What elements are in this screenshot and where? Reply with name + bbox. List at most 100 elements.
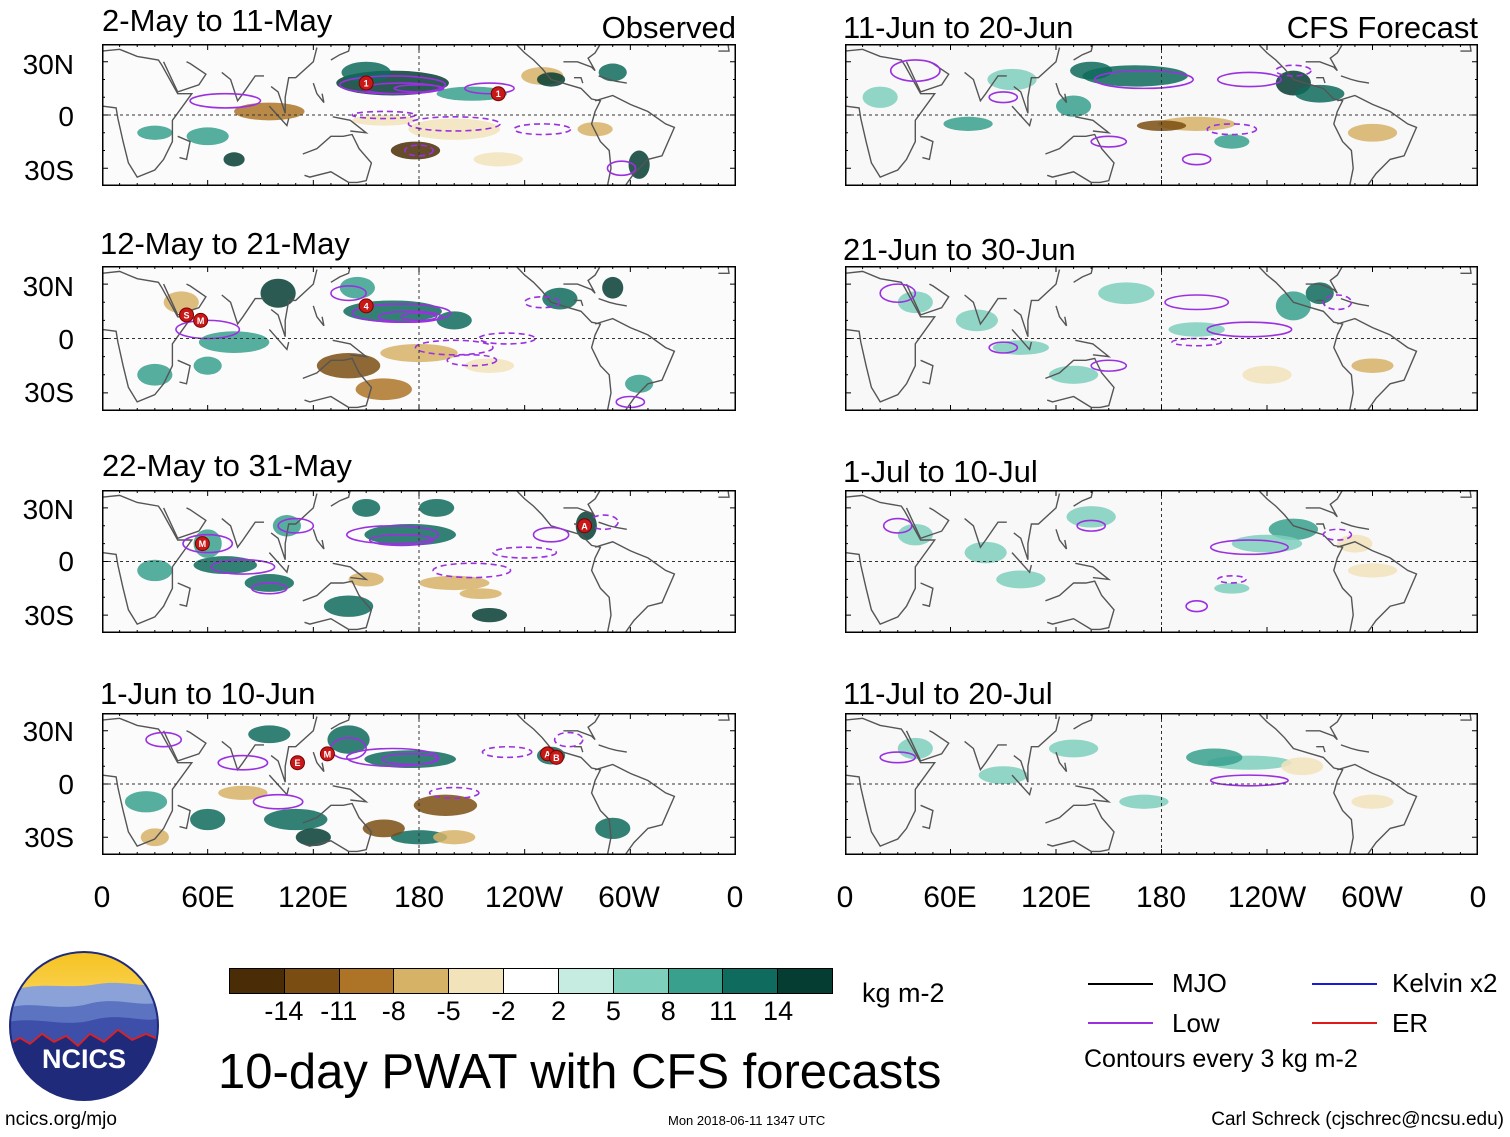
low-contour-negative bbox=[513, 123, 572, 136]
colorbar-units: kg m-2 bbox=[862, 978, 945, 1008]
lon-label-120e: 120E bbox=[277, 881, 349, 914]
coastline bbox=[1011, 774, 1033, 797]
pwat-anomaly-shading bbox=[1337, 534, 1373, 553]
tropical-cyclone-marker: M bbox=[193, 312, 209, 328]
coastline bbox=[332, 116, 369, 134]
pwat-anomaly-shading bbox=[459, 588, 502, 600]
coastline bbox=[594, 317, 676, 411]
coastline bbox=[718, 44, 730, 52]
coastline bbox=[1460, 44, 1472, 52]
coastline bbox=[574, 746, 584, 753]
low-contour-positive bbox=[277, 517, 315, 534]
lat-label-30n: 30N bbox=[22, 494, 74, 525]
colorbar-cell bbox=[504, 969, 559, 993]
low-contour-positive bbox=[377, 310, 443, 323]
pwat-anomaly-shading bbox=[198, 331, 270, 353]
pwat-anomaly-shading bbox=[137, 363, 173, 386]
coastline bbox=[1316, 523, 1326, 530]
lat-label-30s: 30S bbox=[24, 377, 74, 408]
pwat-anomaly-shading bbox=[1214, 582, 1250, 594]
low-contour-negative bbox=[481, 745, 533, 759]
site-url: ncics.org/mjo bbox=[5, 1109, 117, 1130]
coastline bbox=[1337, 763, 1418, 855]
coastline bbox=[162, 61, 207, 93]
tropical-cyclone-marker: A bbox=[577, 518, 593, 534]
pwat-map-forecast-3 bbox=[845, 490, 1478, 633]
map-layers bbox=[845, 713, 1478, 855]
coastline bbox=[270, 716, 318, 783]
coastline bbox=[905, 730, 950, 762]
pwat-anomaly-shading bbox=[1048, 739, 1099, 758]
coastline bbox=[598, 521, 627, 530]
pwat-anomaly-shading bbox=[1305, 282, 1334, 305]
lat-label-30s: 30S bbox=[24, 155, 74, 186]
pwat-map-forecast-1 bbox=[845, 44, 1478, 186]
low-contour-positive bbox=[345, 747, 440, 768]
coastline bbox=[920, 359, 934, 385]
pwat-anomaly-shading bbox=[1268, 518, 1318, 541]
pwat-anomaly-shading bbox=[598, 63, 627, 82]
low-contour-positive bbox=[381, 753, 440, 766]
lon-label-120e: 120E bbox=[1020, 881, 1092, 914]
pwat-anomaly-shading bbox=[1242, 365, 1292, 384]
pwat-map-observed-2: SM 4 bbox=[102, 266, 736, 411]
coastline bbox=[1013, 47, 1061, 114]
coastline bbox=[102, 48, 194, 178]
coastline bbox=[1460, 266, 1472, 274]
pwat-anomaly-shading bbox=[1070, 61, 1113, 80]
lat-label-30n: 30N bbox=[22, 271, 74, 302]
pwat-anomaly-shading bbox=[124, 791, 168, 813]
pwat-anomaly-shading bbox=[260, 278, 296, 308]
panel-title-8: 11-Jul to 20-Jul bbox=[843, 676, 1053, 711]
coastline bbox=[330, 44, 351, 61]
low-contour-positive bbox=[1181, 153, 1212, 166]
coastline bbox=[1073, 44, 1094, 61]
lon-label-0-end: 0 bbox=[726, 881, 744, 914]
pwat-anomaly-shading bbox=[1214, 134, 1250, 149]
low-contour-negative bbox=[1216, 575, 1247, 584]
coastline bbox=[598, 75, 627, 84]
figure-title: 10-day PWAT with CFS forecasts bbox=[218, 1045, 942, 1099]
low-contour-positive bbox=[1216, 71, 1282, 88]
tropical-cyclone-marker: 1 bbox=[358, 75, 374, 91]
coastline bbox=[563, 44, 602, 72]
low-contour-positive bbox=[145, 731, 183, 748]
coastline bbox=[1460, 490, 1472, 498]
colorbar-tick-label: 11 bbox=[709, 996, 738, 1026]
colorbar-cell bbox=[723, 969, 779, 993]
low-contour-negative bbox=[553, 731, 584, 748]
low-contour-positive bbox=[1076, 519, 1107, 532]
colorbar-cell bbox=[668, 969, 724, 993]
coastline bbox=[563, 266, 602, 294]
coastline bbox=[1075, 562, 1112, 581]
colorbar-cell bbox=[558, 969, 614, 993]
pwat-anomaly-shading bbox=[625, 374, 654, 393]
low-contour-positive bbox=[532, 526, 570, 543]
legend-line-mjo bbox=[1088, 983, 1153, 985]
coastline bbox=[905, 507, 950, 540]
colorbar bbox=[229, 968, 833, 994]
coastline bbox=[920, 135, 934, 161]
coastline bbox=[332, 562, 369, 581]
pwat-anomaly-shading bbox=[364, 750, 456, 769]
pwat-anomaly-shading bbox=[992, 340, 1049, 355]
coastline bbox=[162, 507, 207, 540]
coastline bbox=[845, 494, 937, 625]
coastline bbox=[718, 713, 730, 721]
low-contour-positive bbox=[182, 533, 234, 554]
low-contour-positive bbox=[1209, 539, 1289, 556]
panel-title-4: 1-Jun to 10-Jun bbox=[100, 676, 316, 711]
colorbar-tick-label: -8 bbox=[381, 996, 406, 1026]
storm-marker-label: M bbox=[197, 316, 205, 326]
coastline bbox=[598, 297, 627, 307]
panel-title-7: 1-Jul to 10-Jul bbox=[843, 454, 1038, 489]
colorbar-tick-label: 5 bbox=[605, 996, 621, 1026]
lon-label-60w: 60W bbox=[598, 881, 660, 914]
timestamp: Mon 2018-06-11 1347 UTC bbox=[668, 1113, 826, 1128]
colorbar-cell bbox=[339, 969, 395, 993]
pwat-anomaly-shading bbox=[341, 61, 391, 84]
storm-marker-label: A bbox=[581, 521, 588, 531]
lat-label-eq: 0 bbox=[58, 101, 74, 132]
storm-marker-label: 1 bbox=[364, 79, 369, 89]
coastline bbox=[1055, 751, 1068, 773]
